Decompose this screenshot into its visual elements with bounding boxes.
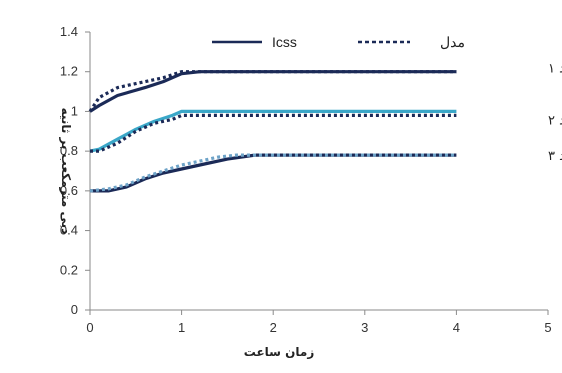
legend: Icss مدل	[212, 34, 465, 50]
x-tick-label: 3	[361, 320, 368, 335]
series-line-1	[89, 70, 457, 113]
x-tick-label: 5	[544, 320, 551, 335]
axes-layer	[85, 31, 549, 315]
y-tick-label: 0	[71, 302, 78, 317]
y-tick-label: 0.8	[60, 143, 78, 158]
y-tick-label: 0.6	[60, 183, 78, 198]
y-axis-title: دبی مترمکعب بر ثانیه	[59, 108, 73, 235]
y-tick-label: 0.4	[60, 223, 78, 238]
series-line-5	[90, 153, 457, 193]
y-tick-label: 1.2	[60, 64, 78, 79]
series-line-2	[88, 70, 457, 113]
series-label-1: آب بند ۱	[548, 60, 562, 77]
legend-label-solid: Icss	[272, 34, 297, 50]
series-label-2: آب بند ۲	[548, 111, 562, 128]
y-tick-label: 1	[71, 103, 78, 118]
y-tick-label: 1.4	[60, 24, 78, 39]
series-label-3: آب بند ۳	[548, 147, 562, 164]
x-tick-label: 0	[86, 320, 93, 335]
y-tick-label: 0.2	[60, 262, 78, 277]
series-line-4	[90, 113, 457, 153]
x-axis-title: زمان ساعت	[244, 345, 315, 359]
x-tick-label: 4	[453, 320, 460, 335]
x-tick-label: 1	[178, 320, 185, 335]
text-layer: 0 0.2 0.4 0.6 0.8 1 1.2 1.4 0 1 2 3 4 5 زمان ساعت دبی م…	[59, 24, 562, 359]
x-tick-label: 2	[270, 320, 277, 335]
series-line-3	[89, 109, 457, 153]
series-layer	[88, 70, 457, 193]
legend-label-dotted: مدل	[440, 34, 465, 50]
